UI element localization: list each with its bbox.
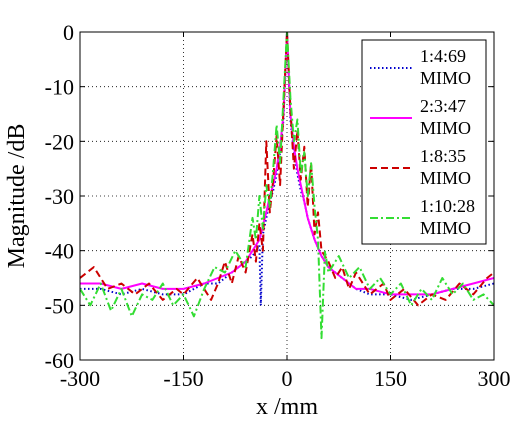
y-tick-label: -30 xyxy=(45,184,74,209)
x-tick-label: -300 xyxy=(60,366,100,391)
legend-label-line2: MIMO xyxy=(420,168,471,188)
y-tick-label: -40 xyxy=(45,239,74,264)
legend-label-line2: MIMO xyxy=(420,68,471,88)
series-layer xyxy=(80,32,494,340)
legend-label-line1: 1:4:69 xyxy=(420,46,466,66)
y-tick-label: 0 xyxy=(63,20,74,45)
series-line-3 xyxy=(80,32,494,307)
legend-box xyxy=(361,39,487,245)
y-tick-label: -50 xyxy=(45,293,74,318)
y-tick-label: -20 xyxy=(45,129,74,154)
x-tick-label: -150 xyxy=(163,366,203,391)
series-line-4 xyxy=(80,32,494,340)
axis-ticks: -300 -150 0 150 300 0 -10 -20 -30 -40 -50 -60 xyxy=(45,20,511,391)
y-tick-label: -10 xyxy=(45,75,74,100)
x-tick-label: 300 xyxy=(478,366,511,391)
y-axis-label: Magnitude /dB xyxy=(4,124,30,269)
x-tick-label: 150 xyxy=(374,366,407,391)
legend-label-line1: 1:8:35 xyxy=(420,146,466,166)
legend-label-line2: MIMO xyxy=(420,118,471,138)
x-tick-label: 0 xyxy=(282,366,293,391)
legend: 1:4:69MIMO2:3:47MIMO1:8:35MIMO1:10:28MIM… xyxy=(361,39,487,245)
legend-label-line1: 1:10:28 xyxy=(420,196,475,216)
y-tick-label: -60 xyxy=(45,348,74,373)
legend-label-line2: MIMO xyxy=(420,218,471,238)
legend-label-line1: 2:3:47 xyxy=(420,96,466,116)
x-axis-label: x /mm xyxy=(256,394,318,420)
